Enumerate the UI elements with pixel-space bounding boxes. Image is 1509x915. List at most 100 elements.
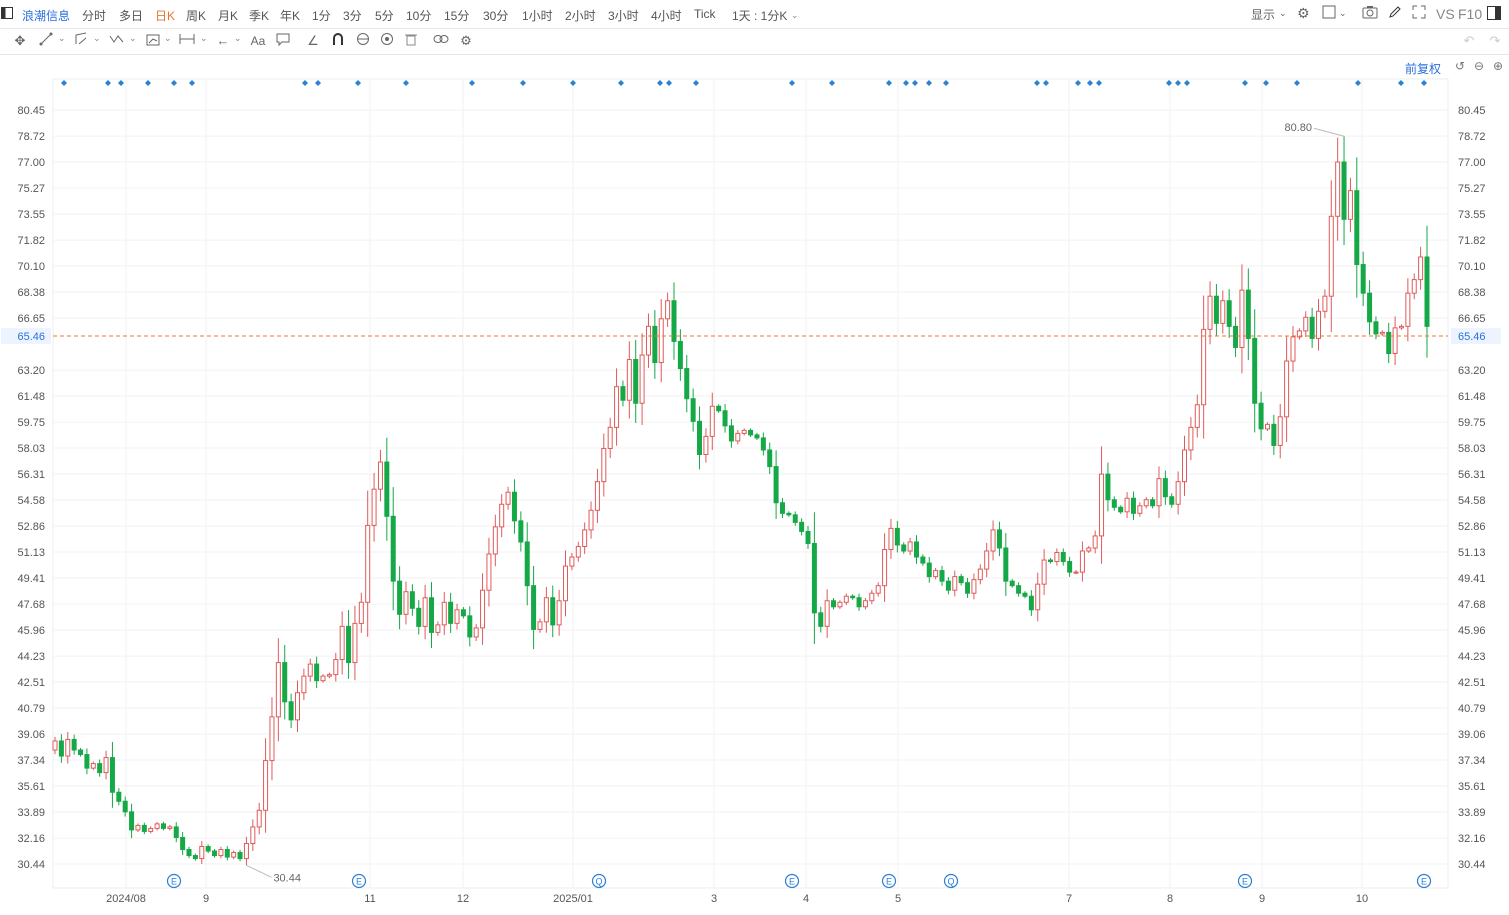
signal-diamond-icon[interactable]	[1263, 80, 1269, 86]
layout-icon[interactable]	[1322, 5, 1336, 22]
signal-diamond-icon[interactable]	[829, 80, 835, 86]
signal-diamond-icon[interactable]	[1242, 80, 1248, 86]
signal-diamond-icon[interactable]	[618, 80, 624, 86]
settings-icon[interactable]: ⚙	[1297, 5, 1310, 21]
event-marker-icon[interactable]	[1416, 873, 1432, 889]
event-marker-icon[interactable]	[166, 873, 182, 889]
measure-icon[interactable]	[144, 32, 162, 50]
signal-diamond-icon[interactable]	[315, 80, 321, 86]
signal-diamond-icon[interactable]	[61, 80, 67, 86]
signal-diamond-icon[interactable]	[469, 80, 475, 86]
period-tab[interactable]: 分时	[82, 9, 107, 23]
redo-icon[interactable]: ↷	[1489, 33, 1501, 48]
period-tab[interactable]: 4小时	[651, 9, 682, 23]
signal-diamond-icon[interactable]	[1175, 80, 1181, 86]
period-tab[interactable]: 10分	[406, 9, 432, 23]
signal-diamond-icon[interactable]	[886, 80, 892, 86]
text-icon[interactable]: Aa	[250, 34, 266, 48]
event-marker-icon[interactable]	[351, 873, 367, 889]
signal-diamond-icon[interactable]	[903, 80, 909, 86]
signal-diamond-icon[interactable]	[1075, 80, 1081, 86]
period-tab[interactable]: 3分	[343, 9, 362, 23]
eye-icon[interactable]	[378, 32, 396, 50]
range-icon[interactable]	[178, 32, 196, 50]
period-tab[interactable]: 年K	[280, 9, 301, 23]
signal-diamond-icon[interactable]	[666, 80, 672, 86]
vs-button[interactable]: VS	[1436, 6, 1455, 22]
signal-diamond-icon[interactable]	[355, 80, 361, 86]
signal-diamond-icon[interactable]	[1096, 80, 1102, 86]
signal-diamond-icon[interactable]	[302, 80, 308, 86]
period-tab[interactable]: 15分	[444, 9, 470, 23]
signal-diamond-icon[interactable]	[189, 80, 195, 86]
wave-icon[interactable]	[108, 32, 126, 50]
signal-diamond-icon[interactable]	[1421, 80, 1427, 86]
signal-diamond-icon[interactable]	[657, 80, 663, 86]
period-tab[interactable]: 1天 : 1分K	[732, 9, 788, 23]
period-tab[interactable]: 1小时	[522, 9, 553, 23]
signal-diamond-icon[interactable]	[1034, 80, 1040, 86]
event-marker-icon[interactable]	[943, 873, 959, 889]
period-tab[interactable]: 月K	[218, 9, 239, 23]
zoom-in-icon[interactable]: ⊕	[1492, 59, 1504, 73]
sidebar-toggle-icon[interactable]	[0, 6, 14, 20]
price-adjust-dropdown[interactable]: 前复权	[1405, 62, 1442, 76]
period-tab[interactable]: Tick	[694, 7, 716, 21]
event-marker-icon[interactable]	[591, 873, 607, 889]
signal-diamond-icon[interactable]	[118, 80, 124, 86]
f10-button[interactable]: F10	[1458, 6, 1483, 22]
camera-icon[interactable]	[1362, 5, 1378, 22]
signal-diamond-icon[interactable]	[1166, 80, 1172, 86]
signal-diamond-icon[interactable]	[1294, 80, 1300, 86]
signal-diamond-icon[interactable]	[145, 80, 151, 86]
period-tab[interactable]: 日K	[155, 9, 176, 23]
event-marker-icon[interactable]	[1237, 873, 1253, 889]
display-dropdown[interactable]: 显示	[1251, 8, 1276, 22]
zoom-out-icon[interactable]: ⊖	[1473, 59, 1485, 73]
move-icon[interactable]: ✥	[14, 33, 26, 48]
period-tab[interactable]: 3小时	[608, 9, 639, 23]
link-icon[interactable]	[432, 32, 450, 50]
signal-diamond-icon[interactable]	[105, 80, 111, 86]
signal-diamond-icon[interactable]	[1355, 80, 1361, 86]
signal-diamond-icon[interactable]	[693, 80, 699, 86]
period-tab[interactable]: 季K	[249, 9, 270, 23]
lock-icon[interactable]	[354, 32, 372, 50]
event-marker-icon[interactable]	[881, 873, 897, 889]
event-marker-icon[interactable]	[784, 873, 800, 889]
period-tab[interactable]: 1分	[312, 9, 331, 23]
magnet-icon[interactable]	[329, 32, 347, 50]
undo-icon[interactable]: ↶	[1463, 33, 1475, 48]
arrow-icon[interactable]: ←	[216, 33, 230, 48]
signal-diamond-icon[interactable]	[403, 80, 409, 86]
signal-diamond-icon[interactable]	[1087, 80, 1093, 86]
signal-diamond-icon[interactable]	[570, 80, 576, 86]
period-tab[interactable]: 30分	[483, 9, 509, 23]
panel-toggle-icon[interactable]	[1487, 6, 1501, 23]
kline-chart-area[interactable]: 前复权 ↺ ⊖ ⊕ 80.45 80.45 78.72 78.72 77.00 77.00…	[0, 55, 1509, 915]
signal-diamond-icon[interactable]	[1184, 80, 1190, 86]
trash-icon[interactable]	[402, 32, 420, 50]
settings-icon[interactable]: ⚙	[460, 33, 472, 48]
line-icon[interactable]	[37, 32, 55, 50]
signal-diamond-icon[interactable]	[1398, 80, 1404, 86]
period-tab[interactable]: 2小时	[565, 9, 596, 23]
candlestick-chart[interactable]: 80.45 80.45 78.72 78.72 77.00 77.00 75.27 75.27…	[0, 55, 1509, 915]
stock-name[interactable]: 浪潮信息	[22, 9, 71, 23]
period-tab[interactable]: 周K	[186, 9, 207, 23]
period-tab[interactable]: 5分	[375, 9, 394, 23]
channel-icon[interactable]	[72, 32, 90, 50]
signal-diamond-icon[interactable]	[171, 80, 177, 86]
signal-diamond-icon[interactable]	[912, 80, 918, 86]
period-tab[interactable]: 多日	[119, 9, 144, 23]
signal-diamond-icon[interactable]	[926, 80, 932, 86]
fullscreen-icon[interactable]	[1412, 5, 1426, 22]
signal-diamond-icon[interactable]	[1043, 80, 1049, 86]
signal-diamond-icon[interactable]	[520, 80, 526, 86]
comment-icon[interactable]	[274, 32, 292, 50]
pen-icon[interactable]	[1388, 5, 1402, 22]
reset-icon[interactable]: ↺	[1454, 59, 1466, 73]
angle-icon[interactable]: ∠	[307, 33, 319, 48]
signal-diamond-icon[interactable]	[943, 80, 949, 86]
signal-diamond-icon[interactable]	[789, 80, 795, 86]
